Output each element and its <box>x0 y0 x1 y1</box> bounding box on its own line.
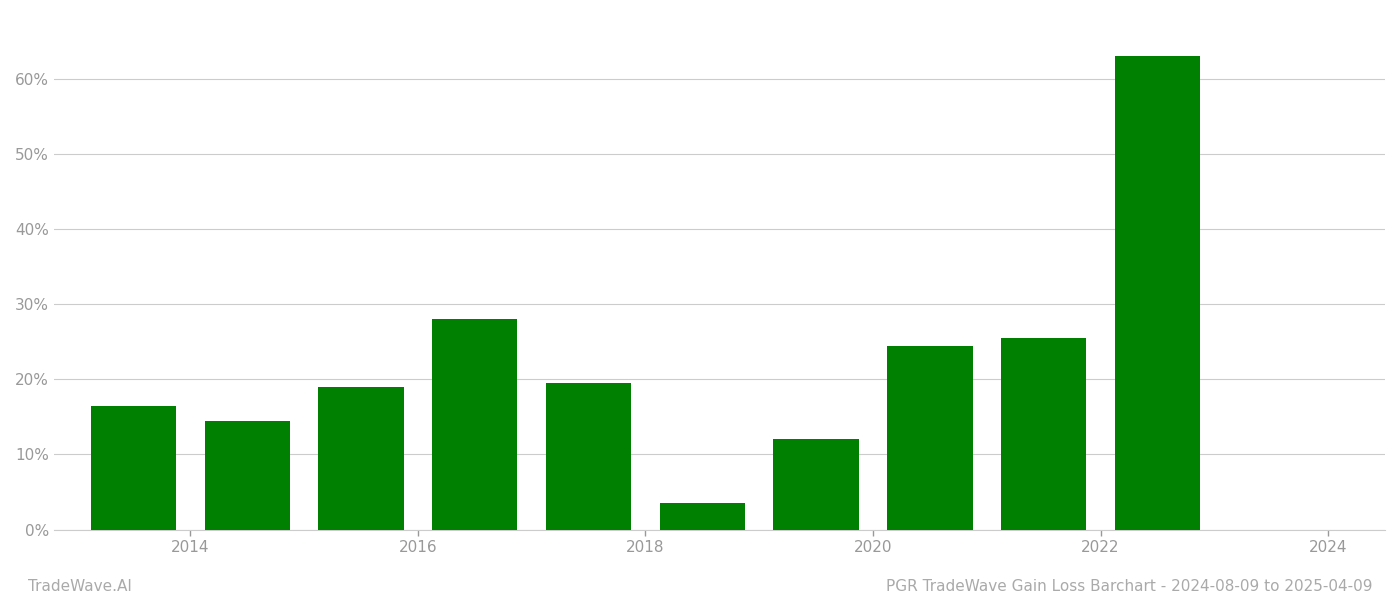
Bar <box>433 319 518 530</box>
Bar <box>204 421 290 530</box>
Text: TradeWave.AI: TradeWave.AI <box>28 579 132 594</box>
Bar <box>1114 56 1200 530</box>
Bar <box>659 503 745 530</box>
Bar <box>888 346 973 530</box>
Bar <box>318 387 403 530</box>
Text: PGR TradeWave Gain Loss Barchart - 2024-08-09 to 2025-04-09: PGR TradeWave Gain Loss Barchart - 2024-… <box>885 579 1372 594</box>
Bar <box>91 406 176 530</box>
Bar <box>546 383 631 530</box>
Bar <box>773 439 858 530</box>
Bar <box>1001 338 1086 530</box>
